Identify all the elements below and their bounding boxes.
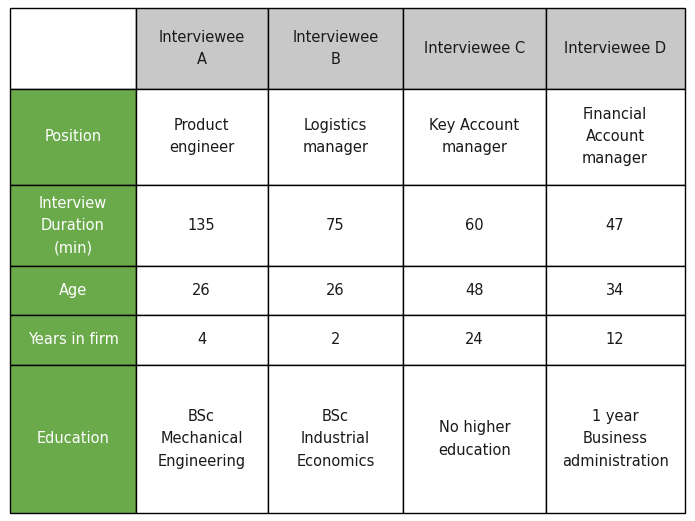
Bar <box>136 185 268 266</box>
Bar <box>136 266 268 315</box>
Text: No higher
education: No higher education <box>438 420 511 457</box>
Text: 47: 47 <box>606 218 624 233</box>
Text: 26: 26 <box>193 283 211 298</box>
Bar <box>10 365 136 513</box>
Bar <box>10 185 136 266</box>
Bar <box>546 8 685 89</box>
Bar <box>546 315 685 365</box>
Text: 34: 34 <box>606 283 624 298</box>
Text: 12: 12 <box>606 332 624 348</box>
Bar <box>268 8 403 89</box>
Text: Logistics
manager: Logistics manager <box>302 118 368 155</box>
Bar <box>403 315 546 365</box>
Text: Key Account
manager: Key Account manager <box>430 118 519 155</box>
Bar <box>546 365 685 513</box>
Bar <box>403 365 546 513</box>
Bar <box>10 315 136 365</box>
Text: 48: 48 <box>465 283 484 298</box>
Bar <box>136 365 268 513</box>
Text: BSc
Industrial
Economics: BSc Industrial Economics <box>296 409 375 469</box>
Bar <box>268 315 403 365</box>
Text: Education: Education <box>37 431 109 446</box>
Text: Years in firm: Years in firm <box>28 332 118 348</box>
Text: 2: 2 <box>331 332 340 348</box>
Text: Interviewee
A: Interviewee A <box>158 30 245 67</box>
Bar <box>403 185 546 266</box>
Text: 135: 135 <box>188 218 215 233</box>
Bar <box>546 266 685 315</box>
Bar <box>268 185 403 266</box>
Bar <box>403 89 546 185</box>
Text: BSc
Mechanical
Engineering: BSc Mechanical Engineering <box>158 409 245 469</box>
Bar <box>268 89 403 185</box>
Text: 75: 75 <box>326 218 345 233</box>
Text: Age: Age <box>59 283 87 298</box>
Bar <box>136 315 268 365</box>
Text: Interviewee
B: Interviewee B <box>292 30 379 67</box>
Bar <box>136 8 268 89</box>
Bar <box>10 8 136 89</box>
Text: Interviewee D: Interviewee D <box>564 41 666 56</box>
Bar <box>403 8 546 89</box>
Text: 26: 26 <box>326 283 345 298</box>
Text: 1 year
Business
administration: 1 year Business administration <box>562 409 669 469</box>
Bar <box>403 266 546 315</box>
Text: 24: 24 <box>465 332 484 348</box>
Bar <box>10 89 136 185</box>
Text: Financial
Account
manager: Financial Account manager <box>582 107 648 167</box>
Text: Interviewee C: Interviewee C <box>424 41 525 56</box>
Text: 60: 60 <box>465 218 484 233</box>
Bar <box>136 89 268 185</box>
Text: 4: 4 <box>197 332 206 348</box>
Bar <box>546 89 685 185</box>
Bar <box>10 266 136 315</box>
Text: Position: Position <box>44 129 101 144</box>
Text: Product
engineer: Product engineer <box>169 118 234 155</box>
Text: Interview
Duration
(min): Interview Duration (min) <box>39 195 107 255</box>
Bar <box>268 365 403 513</box>
Bar <box>268 266 403 315</box>
Bar <box>546 185 685 266</box>
